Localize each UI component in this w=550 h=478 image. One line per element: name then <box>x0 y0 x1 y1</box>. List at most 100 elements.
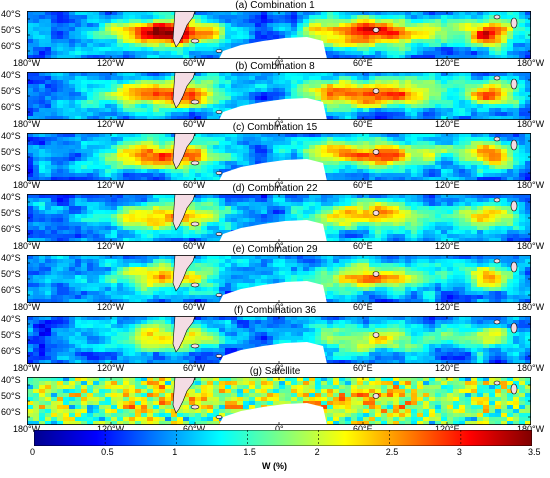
longitude-label: 180°W <box>517 424 545 434</box>
longitude-label: 180°W <box>517 241 545 251</box>
island-landmass <box>510 383 518 395</box>
colorbar-gradient <box>33 429 533 447</box>
colorbar-tick-label: 2 <box>314 447 320 457</box>
colorbar-tick-label: 0.5 <box>101 447 114 457</box>
colorbar-tick-label: 3.5 <box>528 447 541 457</box>
longitude-label: 120°E <box>435 363 460 373</box>
longitude-label: 60°E <box>353 241 373 251</box>
island-landmass <box>510 17 518 29</box>
longitude-label: 60°W <box>183 363 206 373</box>
island-landmass <box>372 210 380 216</box>
longitude-label: 120°W <box>97 180 125 190</box>
longitude-axis: 180°W 120°W 60°W 0° 60°E 120°E 180°W <box>0 364 550 374</box>
longitude-label: 180°W <box>517 58 545 68</box>
map-panel-a: (a) Combination 1 40°S 50°S 60°S 180°W 120°W 6… <box>0 0 550 68</box>
island-landmass <box>372 393 380 399</box>
no-data-region <box>219 220 327 242</box>
longitude-label: 0° <box>275 119 284 129</box>
longitude-label: 180°W <box>517 363 545 373</box>
map-area <box>27 72 531 120</box>
longitude-label: 60°W <box>183 58 206 68</box>
island-landmass <box>372 88 380 94</box>
colorbar-label: W (%) <box>262 461 287 471</box>
island-landmass <box>215 293 223 297</box>
longitude-label: 60°E <box>353 424 373 434</box>
latitude-label: 60°S <box>1 346 21 356</box>
island-landmass <box>372 332 380 338</box>
longitude-label: 60°W <box>183 119 206 129</box>
island-landmass <box>510 200 518 212</box>
south-america-landmass <box>172 194 196 231</box>
longitude-label: 120°W <box>97 119 125 129</box>
longitude-label: 60°E <box>353 58 373 68</box>
wave-field-map <box>27 133 531 181</box>
panel-title: (c) Combination 15 <box>232 122 318 133</box>
longitude-label: 180°W <box>13 363 41 373</box>
wave-field-map <box>27 11 531 59</box>
island-landmass <box>190 221 200 227</box>
latitude-label: 50°S <box>1 391 21 401</box>
latitude-label: 40°S <box>1 253 21 263</box>
panel-title: (b) Combination 8 <box>235 61 315 72</box>
latitude-label: 40°S <box>1 70 21 80</box>
island-landmass <box>493 136 501 142</box>
colorbar-tick-label: 0 <box>30 447 36 457</box>
island-landmass <box>493 197 501 203</box>
no-data-region <box>219 403 327 425</box>
colorbar-tick-label: 1.5 <box>243 447 256 457</box>
latitude-label: 40°S <box>1 9 21 19</box>
island-landmass <box>493 380 501 386</box>
longitude-label: 120°W <box>97 58 125 68</box>
colorbar-tick-label: 2.5 <box>385 447 399 457</box>
latitude-label: 50°S <box>1 330 21 340</box>
longitude-label: 60°W <box>183 241 206 251</box>
longitude-label: 60°E <box>353 119 373 129</box>
map-area <box>27 133 531 181</box>
longitude-label: 0° <box>275 424 284 434</box>
island-landmass <box>493 75 501 81</box>
latitude-label: 60°S <box>1 163 21 173</box>
island-landmass <box>215 232 223 236</box>
island-landmass <box>372 149 380 155</box>
island-landmass <box>493 258 501 264</box>
longitude-label: 180°W <box>13 58 41 68</box>
latitude-label: 60°S <box>1 407 21 417</box>
island-landmass <box>493 319 501 325</box>
map-panel-c: (c) Combination 15 40°S 50°S 60°S 180°W 120°W… <box>0 122 550 190</box>
longitude-label: 180°W <box>13 180 41 190</box>
longitude-label: 0° <box>275 180 284 190</box>
longitude-label: 180°W <box>13 302 41 312</box>
no-data-region <box>219 98 327 120</box>
island-landmass <box>190 160 200 166</box>
colorbar <box>33 429 533 447</box>
wave-field-map <box>27 72 531 120</box>
island-landmass <box>215 171 223 175</box>
latitude-label: 40°S <box>1 375 21 385</box>
south-america-landmass <box>172 377 196 414</box>
longitude-label: 0° <box>275 241 284 251</box>
wave-field-map <box>27 377 531 425</box>
island-landmass <box>215 354 223 358</box>
longitude-label: 60°W <box>183 424 206 434</box>
latitude-label: 50°S <box>1 208 21 218</box>
longitude-axis: 180°W 120°W 60°W 0° 60°E 120°E 180°W <box>0 242 550 252</box>
island-landmass <box>215 110 223 114</box>
latitude-label: 60°S <box>1 285 21 295</box>
island-landmass <box>190 343 200 349</box>
longitude-label: 120°E <box>435 424 460 434</box>
longitude-axis: 180°W 120°W 60°W 0° 60°E 120°E 180°W <box>0 303 550 313</box>
map-area <box>27 194 531 242</box>
island-landmass <box>510 139 518 151</box>
longitude-label: 60°E <box>353 180 373 190</box>
south-america-landmass <box>172 11 196 48</box>
longitude-label: 120°E <box>435 241 460 251</box>
latitude-label: 40°S <box>1 314 21 324</box>
island-landmass <box>190 404 200 410</box>
colorbar-tick-label: 3 <box>456 447 462 457</box>
latitude-label: 40°S <box>1 131 21 141</box>
longitude-label: 120°E <box>435 180 460 190</box>
latitude-label: 60°S <box>1 41 21 51</box>
south-america-landmass <box>172 133 196 170</box>
latitude-label: 60°S <box>1 102 21 112</box>
longitude-label: 60°E <box>353 302 373 312</box>
